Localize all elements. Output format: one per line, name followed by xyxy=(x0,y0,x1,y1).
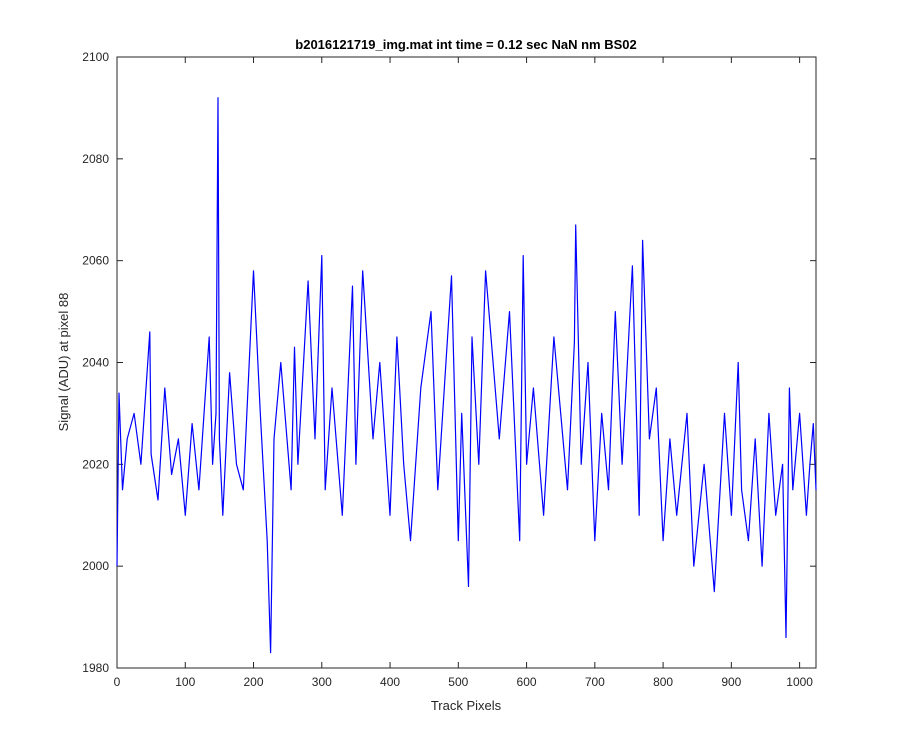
axis-ticks: 0 100 200 300 400 500 600 700 800 900 1000 1980 2000… xyxy=(82,50,816,689)
x-tick-label: 300 xyxy=(312,675,332,689)
y-tick-label: 2000 xyxy=(82,559,109,573)
y-tick-label: 1980 xyxy=(82,661,109,675)
y-tick-label: 2020 xyxy=(82,457,109,471)
x-tick-label: 1000 xyxy=(786,675,813,689)
y-tick-label: 2100 xyxy=(82,50,109,64)
x-tick-label: 0 xyxy=(114,675,121,689)
plot-series xyxy=(116,97,817,654)
y-tick-label: 2060 xyxy=(82,254,109,268)
y-tick-label: 2040 xyxy=(82,356,109,370)
x-axis-label: Track Pixels xyxy=(431,698,502,713)
series-line xyxy=(116,97,817,654)
x-tick-label: 700 xyxy=(585,675,605,689)
chart-title: b2016121719_img.mat int time = 0.12 sec … xyxy=(295,37,636,52)
y-tick-label: 2080 xyxy=(82,152,109,166)
x-tick-label: 200 xyxy=(244,675,264,689)
y-axis-label: Signal (ADU) at pixel 88 xyxy=(56,293,71,432)
plot-area xyxy=(116,56,817,669)
x-tick-label: 800 xyxy=(653,675,673,689)
x-tick-label: 400 xyxy=(380,675,400,689)
x-tick-label: 900 xyxy=(721,675,741,689)
x-tick-label: 500 xyxy=(448,675,468,689)
x-tick-label: 100 xyxy=(175,675,195,689)
x-tick-label: 600 xyxy=(517,675,537,689)
